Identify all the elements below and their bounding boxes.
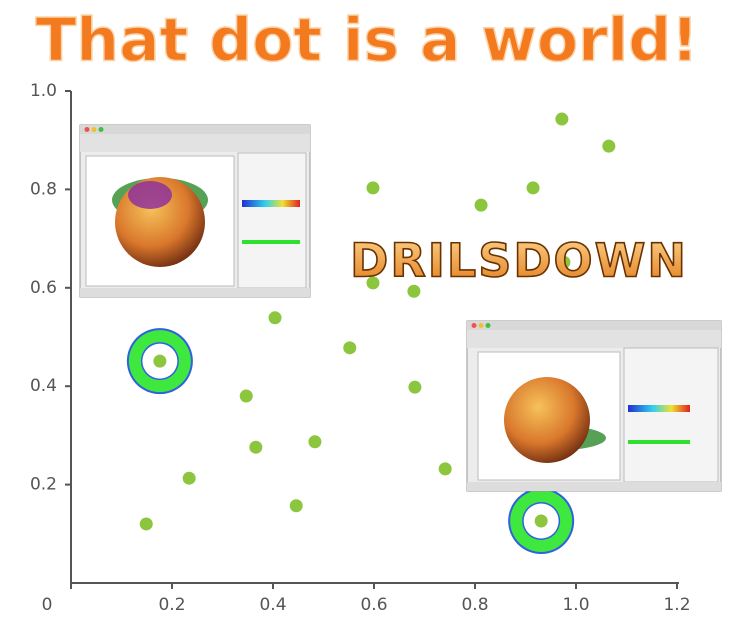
x-tick-label: 0.2	[158, 595, 185, 615]
point	[534, 514, 548, 528]
y-tick-label: 0.6	[30, 278, 57, 298]
x-tick-label: 1.0	[562, 595, 589, 615]
point	[366, 276, 380, 290]
chart-title: That dot is a world!	[35, 6, 698, 76]
y-tick-label: 1.0	[30, 81, 57, 101]
x-tick-label: 0.6	[360, 595, 387, 615]
point	[308, 435, 322, 449]
point	[239, 389, 253, 403]
point	[526, 181, 540, 195]
point	[557, 255, 571, 269]
point	[343, 341, 357, 355]
point	[268, 311, 282, 325]
annotation: DRILSDOWN	[350, 234, 688, 288]
point	[153, 354, 167, 368]
point	[289, 499, 303, 513]
x-tick-label: 1.2	[663, 595, 690, 615]
point	[602, 139, 616, 153]
point	[407, 284, 421, 298]
y-tick-label: 0.8	[30, 179, 57, 199]
point	[139, 517, 153, 531]
point	[249, 440, 263, 454]
point	[182, 471, 196, 485]
y-tick-label: 0.4	[30, 376, 57, 396]
x-tick-label: 0	[42, 595, 53, 615]
point	[408, 380, 422, 394]
point	[474, 198, 488, 212]
y-tick-label: 0.2	[30, 475, 57, 495]
x-tick-label: 0.8	[461, 595, 488, 615]
screenshot	[466, 320, 722, 492]
x-tick-label: 0.4	[259, 595, 286, 615]
point	[555, 112, 569, 126]
point	[366, 181, 380, 195]
point	[438, 462, 452, 476]
screenshot	[79, 124, 311, 298]
plot-area: 0.2 0.4 0.6 0.8 1.0 0 0.2 0.4 0.6 0.8 1.0 1.2	[30, 81, 691, 615]
